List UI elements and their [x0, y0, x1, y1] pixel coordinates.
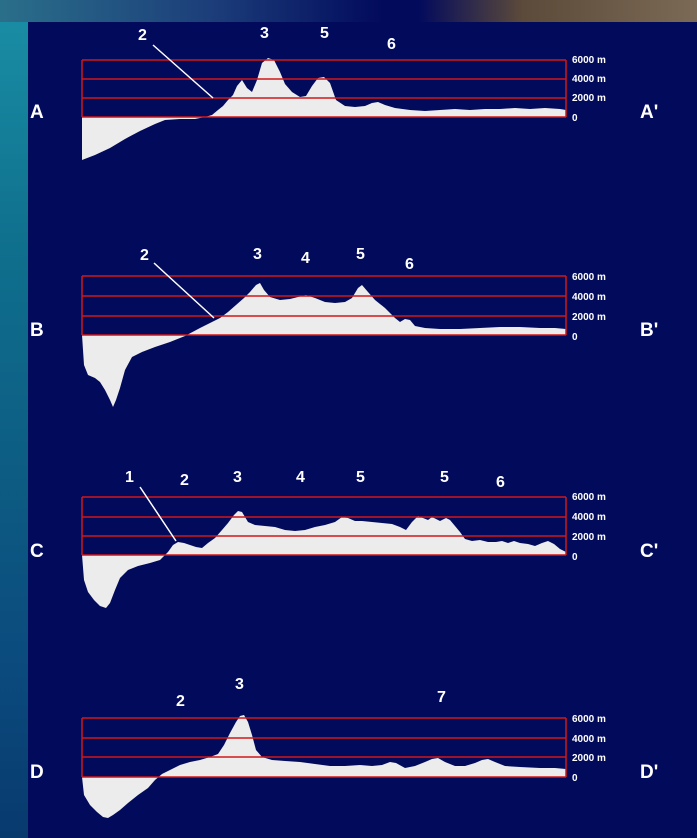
scale-label: 4000 m: [572, 734, 606, 745]
scale-label: 2000 m: [572, 93, 606, 104]
peak-label: 3: [235, 676, 244, 693]
peak-label: 1: [125, 469, 134, 486]
peak-label: 6: [496, 474, 505, 491]
profile-b-left-label: B: [30, 320, 44, 341]
coast-image-strip: [0, 0, 28, 838]
profile-d-left-label: D: [30, 762, 44, 783]
profile-b: B B' 2 3 4 5 6 6000 m 4000 m 2000 m 0: [30, 246, 658, 407]
profile-b-right-label: B': [640, 320, 658, 341]
profile-d: D D' 2 3 7 6000 m 4000 m 2000 m 0: [30, 676, 658, 818]
scale-label: 2000 m: [572, 753, 606, 764]
pointer-arrow-c: [139, 486, 177, 542]
peak-label: 2: [140, 247, 149, 264]
scale-label: 0: [572, 332, 578, 343]
profile-d-right-label: D': [640, 762, 658, 783]
terrain-d: [82, 715, 566, 818]
terrain-c: [82, 511, 566, 608]
profile-a-left-label: A: [30, 102, 44, 123]
pointer-arrow-a: [152, 44, 214, 99]
peak-label: 4: [296, 469, 305, 486]
scale-label: 6000 m: [572, 55, 606, 66]
profile-a: A A' 2 3 5 6 6000 m 4000 m 2000 m 0: [30, 25, 658, 160]
peak-label: 5: [320, 25, 329, 42]
peak-label: 6: [405, 256, 414, 273]
scale-label: 0: [572, 552, 578, 563]
scale-label: 2000 m: [572, 532, 606, 543]
terrain-b: [82, 283, 566, 407]
peak-label: 6: [387, 36, 396, 53]
profile-a-right-label: A': [640, 102, 658, 123]
peak-label: 2: [138, 27, 147, 44]
top-image-strip: [0, 0, 697, 22]
scale-label: 4000 m: [572, 292, 606, 303]
scale-label: 4000 m: [572, 74, 606, 85]
peak-label: 3: [253, 246, 262, 263]
peak-label: 5: [440, 469, 449, 486]
scale-label: 0: [572, 113, 578, 124]
peak-label: 4: [301, 250, 310, 267]
peak-label: 3: [260, 25, 269, 42]
scale-label: 6000 m: [572, 272, 606, 283]
scale-label: 6000 m: [572, 714, 606, 725]
profile-c-right-label: C': [640, 541, 658, 562]
profile-c: C C' 1 2 3 4 5 5 6 6000 m 4000 m 2000 m …: [30, 469, 658, 608]
peak-label: 5: [356, 246, 365, 263]
profile-c-left-label: C: [30, 541, 44, 562]
scale-label: 2000 m: [572, 312, 606, 323]
scale-label: 6000 m: [572, 492, 606, 503]
peak-label: 7: [437, 689, 446, 706]
terrain-a: [82, 58, 566, 160]
pointer-arrow-b: [153, 262, 215, 319]
peak-label: 5: [356, 469, 365, 486]
scale-label: 0: [572, 773, 578, 784]
peak-label: 2: [180, 472, 189, 489]
peak-label: 2: [176, 693, 185, 710]
scale-label: 4000 m: [572, 512, 606, 523]
peak-label: 3: [233, 469, 242, 486]
